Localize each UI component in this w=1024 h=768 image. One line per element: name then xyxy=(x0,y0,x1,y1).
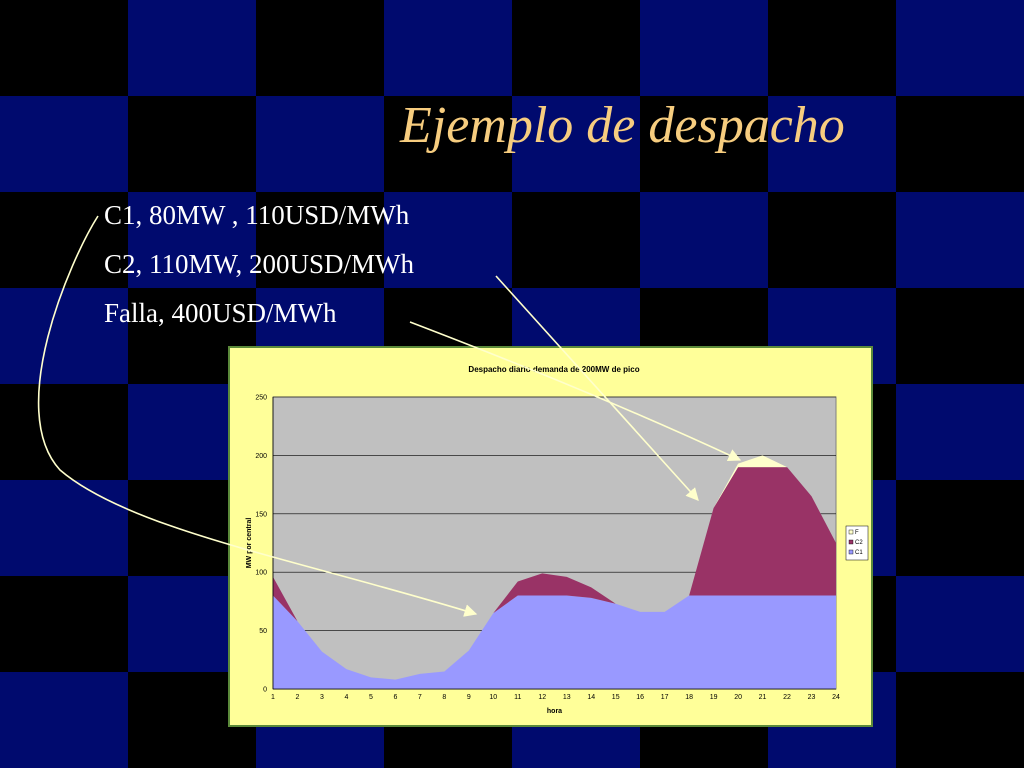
x-axis-label: hora xyxy=(547,708,562,715)
x-tick-label: 23 xyxy=(808,694,816,701)
series-area-c1 xyxy=(273,595,836,689)
chart-title: Despacho diario demanda de 200MW de pico xyxy=(468,365,639,374)
x-tick-label: 14 xyxy=(587,694,595,701)
x-tick-label: 21 xyxy=(759,694,767,701)
x-tick-label: 22 xyxy=(783,694,791,701)
legend-swatch-c2 xyxy=(848,539,854,545)
x-tick-label: 19 xyxy=(710,694,718,701)
x-tick-label: 9 xyxy=(467,694,471,701)
x-tick-label: 2 xyxy=(296,694,300,701)
y-tick-label: 0 xyxy=(263,687,267,694)
x-tick-label: 11 xyxy=(514,694,521,701)
bullet-falla: Falla, 400USD/MWh xyxy=(104,298,337,328)
legend-swatch-c1 xyxy=(848,549,854,555)
x-tick-label: 17 xyxy=(661,694,669,701)
x-tick-label: 1 xyxy=(271,694,275,701)
x-tick-label: 4 xyxy=(344,694,348,701)
y-tick-label: 50 xyxy=(259,628,267,635)
x-tick-label: 12 xyxy=(538,694,546,701)
bullet-c2: C2, 110MW, 200USD/MWh xyxy=(104,249,415,279)
x-tick-label: 3 xyxy=(320,694,324,701)
series-area-c2 xyxy=(273,467,836,680)
x-tick-label: 10 xyxy=(489,694,497,701)
x-tick-label: 20 xyxy=(734,694,742,701)
bullet-c1: C1, 80MW , 110USD/MWh xyxy=(104,200,410,230)
legend-label-f: F xyxy=(855,530,859,536)
bullet-list: C1, 80MW , 110USD/MWh C2, 110MW, 200USD/… xyxy=(104,196,414,343)
chart-frame: 0 50 100 150 200 250 1 2 3 4 5 6 7 8 9 10 11 12 13 14 15 16 17… xyxy=(228,346,873,727)
legend-label-c1: C1 xyxy=(855,550,863,556)
slide-title: Ejemplo de despacho xyxy=(400,97,845,154)
x-tick-label: 7 xyxy=(418,694,422,701)
x-tick-label: 16 xyxy=(636,694,644,701)
y-tick-label: 100 xyxy=(255,570,267,577)
x-tick-label: 6 xyxy=(393,694,397,701)
x-tick-label: 15 xyxy=(612,694,620,701)
x-tick-label: 13 xyxy=(563,694,571,701)
x-tick-label: 18 xyxy=(685,694,693,701)
x-tick-label: 8 xyxy=(442,694,446,701)
y-tick-label: 200 xyxy=(255,453,267,460)
y-tick-label: 250 xyxy=(255,395,267,402)
legend-label-c2: C2 xyxy=(855,540,863,546)
y-tick-label: 150 xyxy=(255,511,267,518)
x-tick-label: 24 xyxy=(832,694,840,701)
x-tick-label: 5 xyxy=(369,694,373,701)
legend-swatch-f xyxy=(848,529,854,535)
y-axis-label: MW por central xyxy=(246,518,253,569)
